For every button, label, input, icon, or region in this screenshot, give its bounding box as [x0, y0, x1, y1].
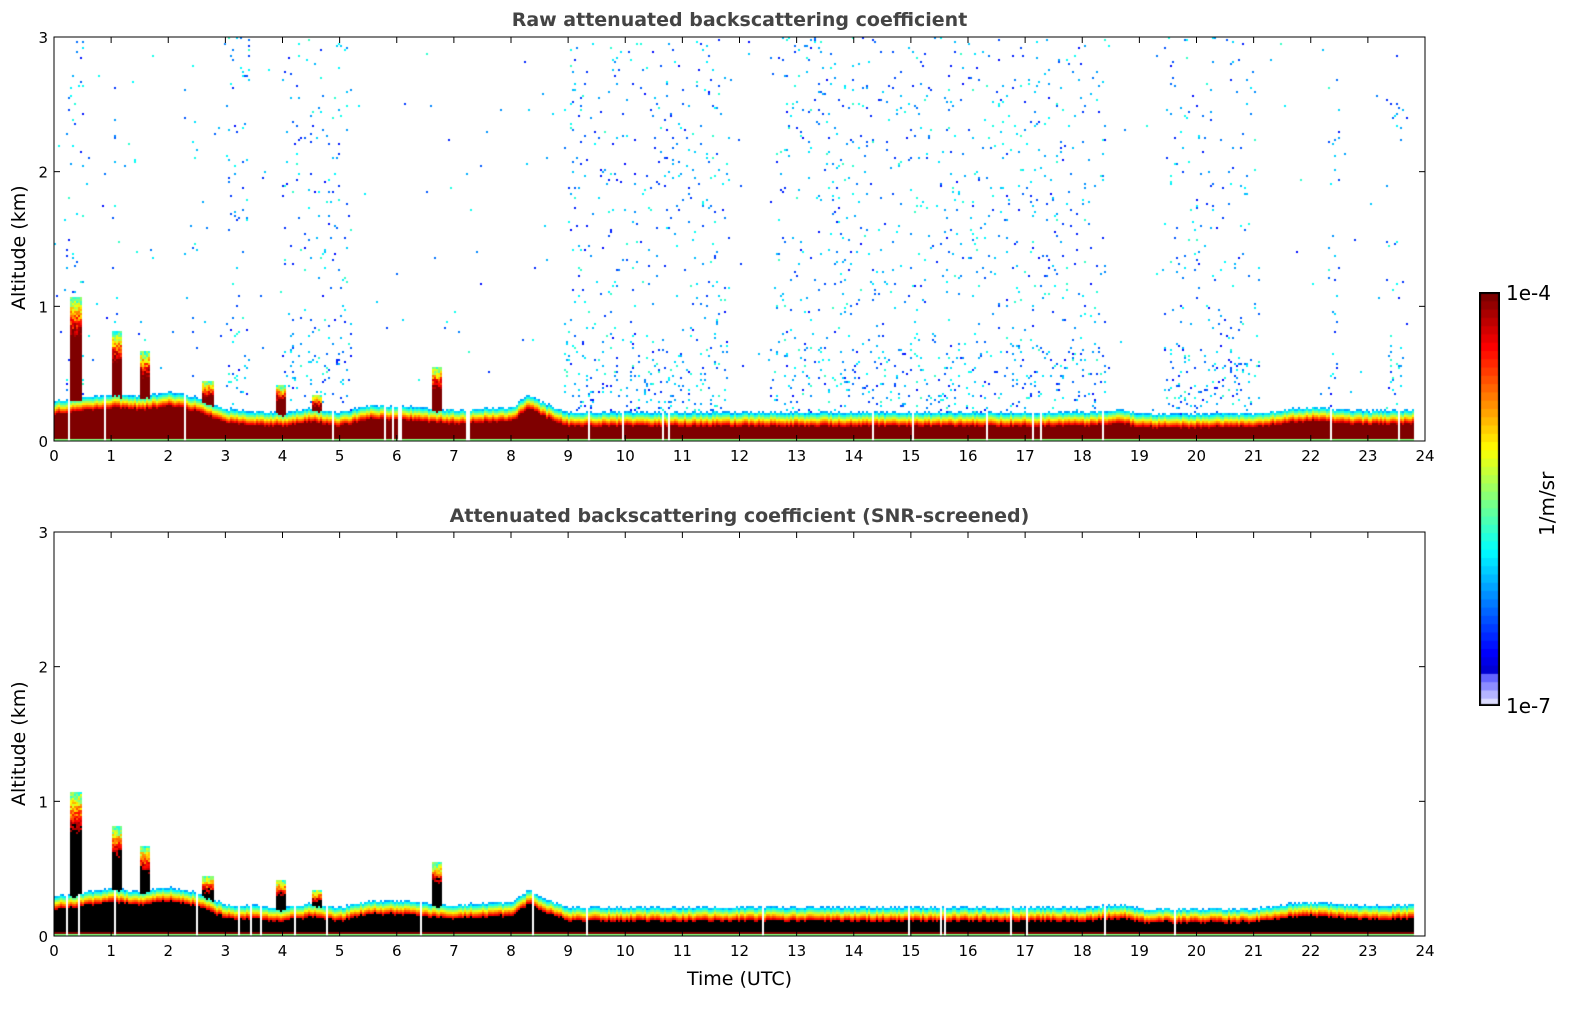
x-tick-label: 8 [506, 942, 516, 960]
screened-backscatter-heatmap [54, 532, 1425, 936]
x-tick-label: 1 [106, 942, 116, 960]
x-tick-label: 22 [1301, 942, 1320, 960]
x-tick-label: 22 [1301, 447, 1320, 465]
x-tick-label: 5 [335, 447, 345, 465]
x-tick-label: 19 [1130, 942, 1149, 960]
axes-frame-1 [53, 531, 1426, 937]
colorbar-max-label: 1e-4 [1506, 281, 1551, 305]
x-tick-label: 14 [844, 447, 863, 465]
x-tick-label: 10 [616, 942, 635, 960]
x-tick-label: 0 [49, 447, 59, 465]
x-tick-label: 24 [1415, 447, 1434, 465]
raw-backscatter-heatmap [54, 37, 1425, 441]
x-tick-label: 19 [1130, 447, 1149, 465]
x-tick-label: 8 [506, 447, 516, 465]
x-tick-label: 9 [563, 942, 573, 960]
x-tick-label: 17 [1016, 447, 1035, 465]
top-chart-title: Raw attenuated backscattering coefficien… [511, 9, 968, 31]
x-tick-label: 4 [278, 942, 288, 960]
x-tick-label: 6 [392, 447, 402, 465]
y-tick-label: 0 [38, 928, 48, 946]
x-tick-label: 7 [449, 942, 459, 960]
x-tick-label: 4 [278, 447, 288, 465]
x-tick-label: 5 [335, 942, 345, 960]
axes-frame-0 [53, 36, 1426, 442]
x-tick-label: 20 [1187, 447, 1206, 465]
colorbar-min-label: 1e-7 [1506, 694, 1551, 718]
x-tick-label: 6 [392, 942, 402, 960]
y-tick-label: 3 [38, 29, 48, 47]
x-tick-label: 3 [221, 942, 231, 960]
x-tick-label: 11 [673, 942, 692, 960]
x-tick-label: 18 [1073, 447, 1092, 465]
x-tick-label: 12 [730, 447, 749, 465]
x-tick-label: 2 [163, 447, 173, 465]
x-tick-label: 3 [221, 447, 231, 465]
x-tick-label: 9 [563, 447, 573, 465]
y-tick-label: 0 [38, 433, 48, 451]
x-tick-label: 7 [449, 447, 459, 465]
x-tick-label: 16 [958, 942, 977, 960]
y-tick-label: 3 [38, 524, 48, 542]
y-tick-label: 2 [38, 164, 48, 182]
x-tick-label: 17 [1016, 942, 1035, 960]
x-tick-label: 10 [616, 447, 635, 465]
bottom-chart-title: Attenuated backscattering coefficient (S… [449, 505, 1030, 527]
x-tick-label: 1 [106, 447, 116, 465]
x-tick-label: 20 [1187, 942, 1206, 960]
y-tick-label: 1 [38, 298, 48, 316]
x-tick-label: 15 [901, 447, 920, 465]
y-tick-label: 1 [38, 793, 48, 811]
colorbar-label: 1/m/sr [1535, 471, 1559, 536]
x-tick-label: 15 [901, 942, 920, 960]
x-tick-label: 0 [49, 942, 59, 960]
x-tick-label: 24 [1415, 942, 1434, 960]
colorbar [1479, 292, 1500, 706]
x-tick-label: 12 [730, 942, 749, 960]
x-tick-label: 21 [1244, 447, 1263, 465]
x-axis-label: Time (UTC) [686, 968, 793, 990]
x-tick-label: 23 [1358, 942, 1377, 960]
x-tick-label: 23 [1358, 447, 1377, 465]
x-tick-label: 16 [958, 447, 977, 465]
x-tick-label: 13 [787, 447, 806, 465]
x-tick-label: 14 [844, 942, 863, 960]
x-tick-label: 18 [1073, 942, 1092, 960]
x-tick-label: 13 [787, 942, 806, 960]
x-tick-label: 2 [163, 942, 173, 960]
y-tick-label: 2 [38, 659, 48, 677]
x-tick-label: 21 [1244, 942, 1263, 960]
x-tick-label: 11 [673, 447, 692, 465]
